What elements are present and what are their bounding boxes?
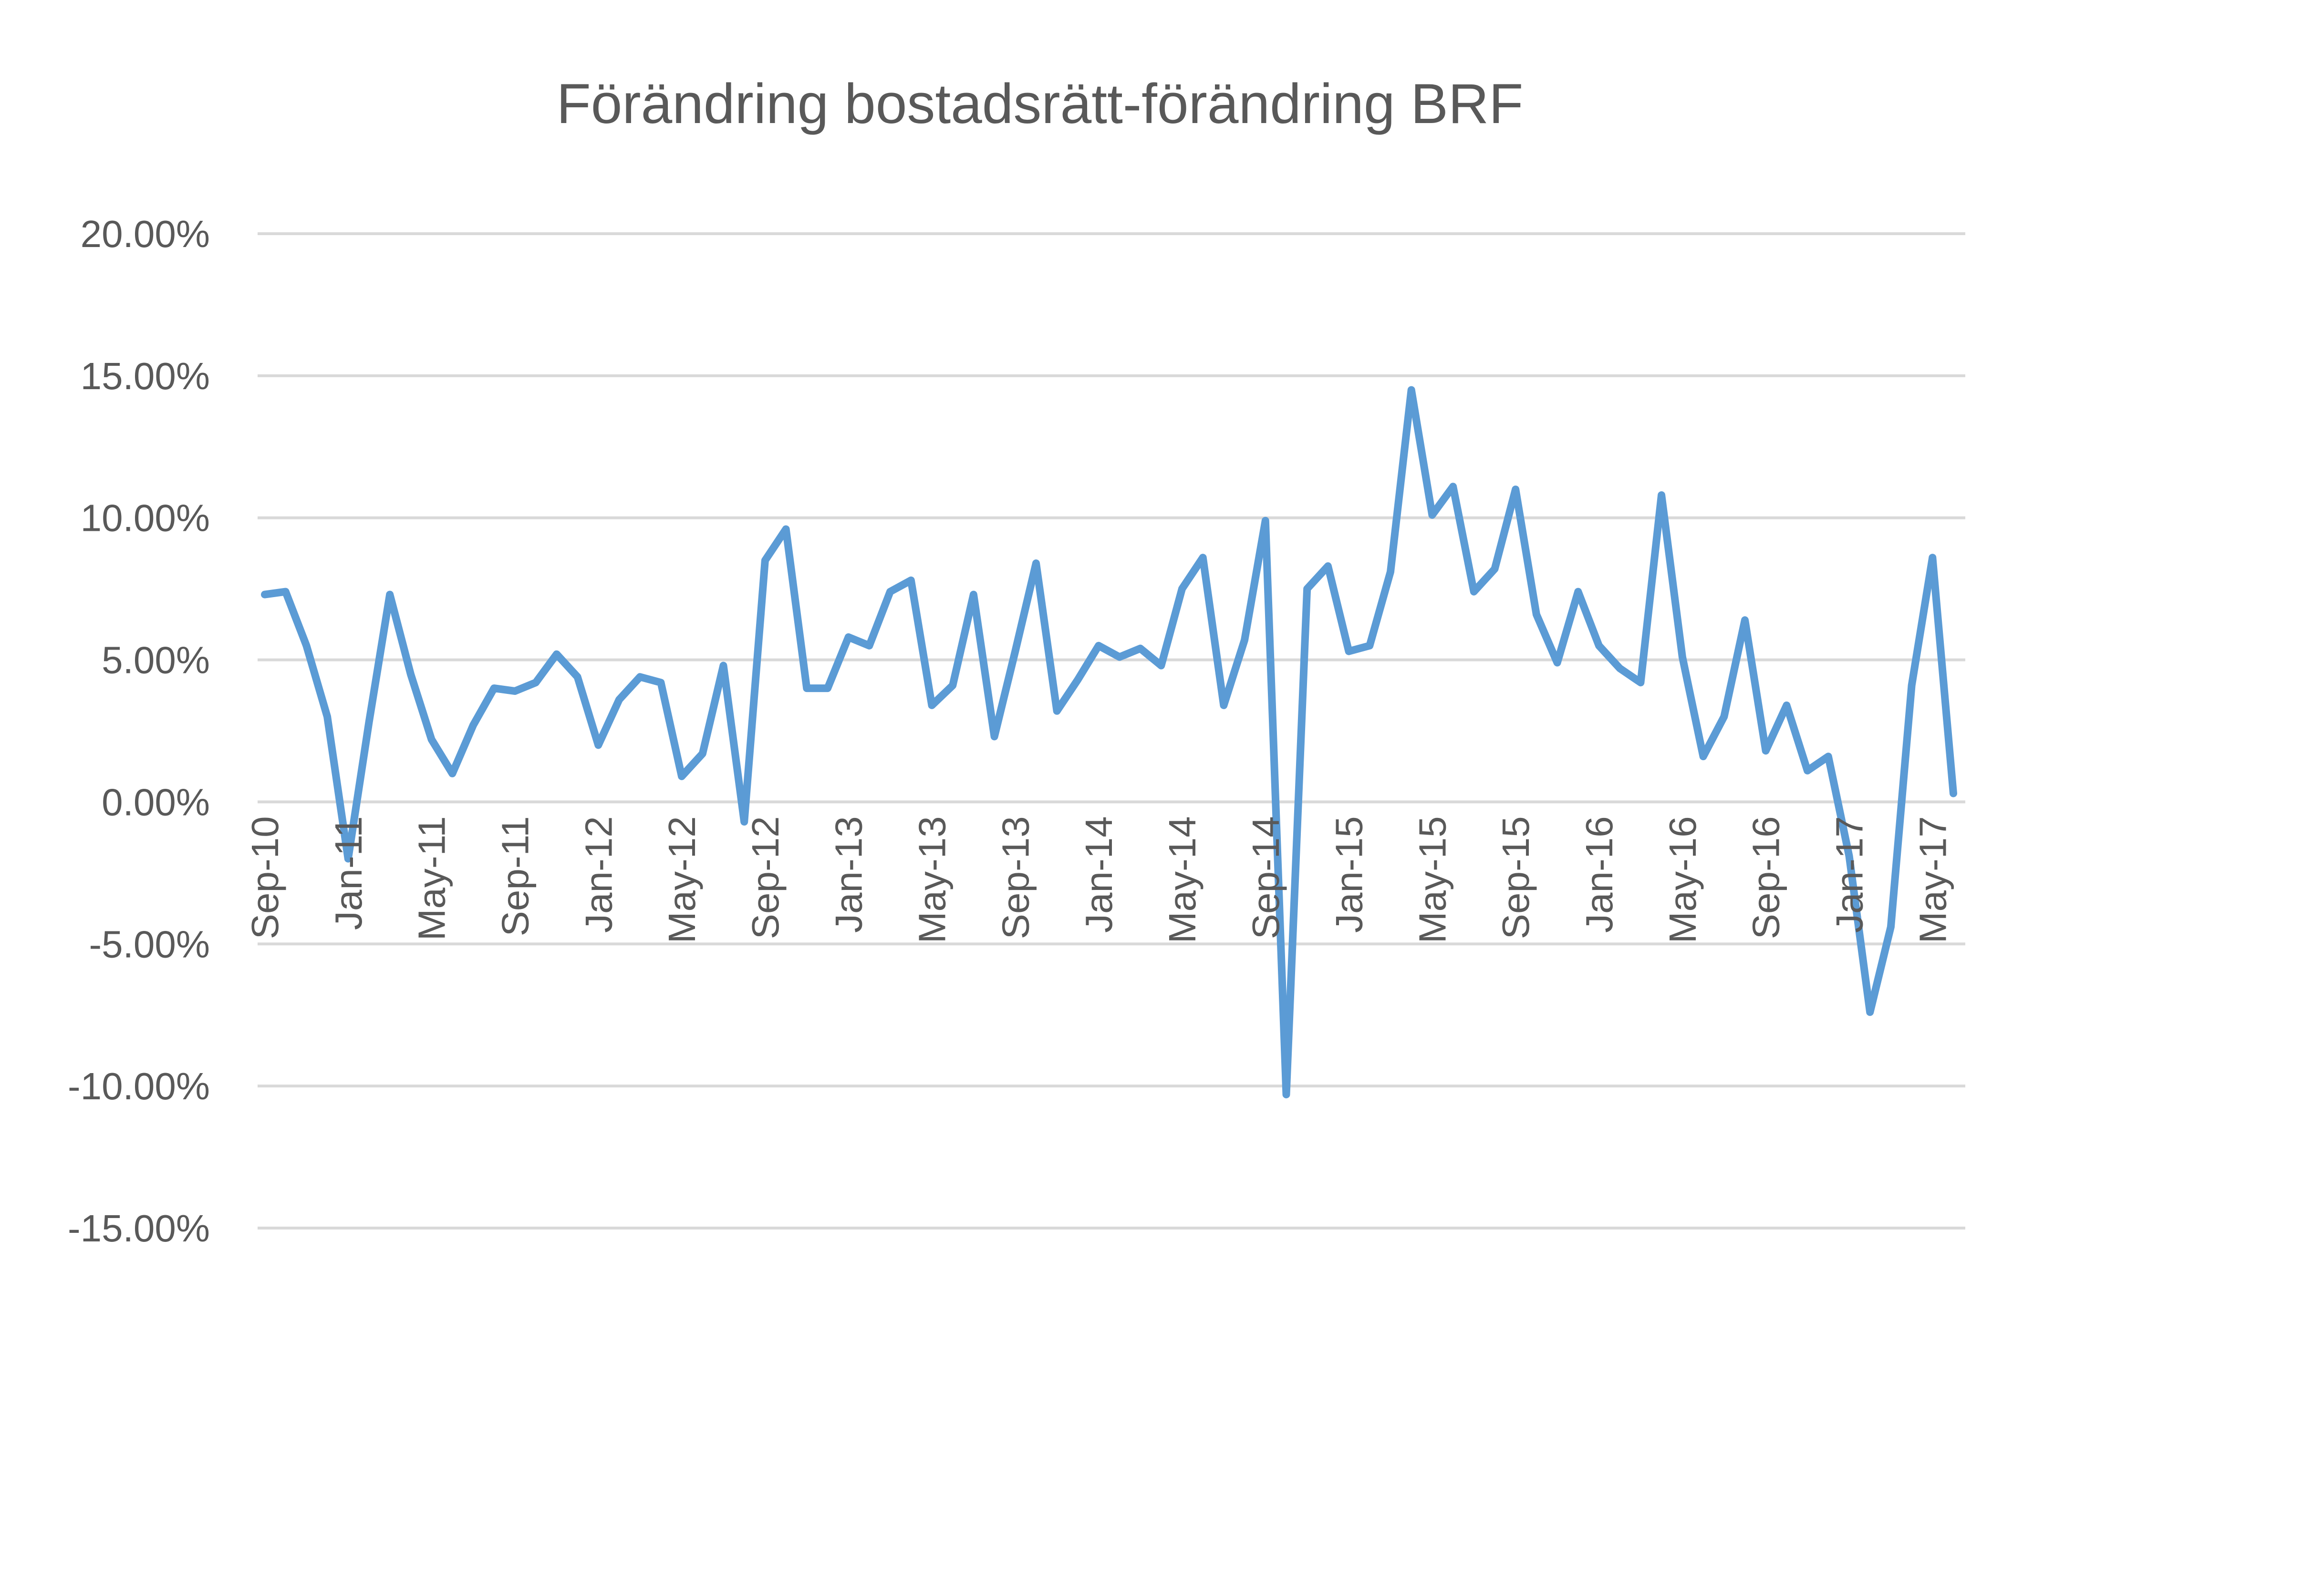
y-tick-label: -5.00% (89, 923, 210, 965)
x-tick-label: Sep-11 (494, 816, 536, 936)
y-tick-label: 10.00% (81, 497, 210, 539)
x-tick-label: May-12 (661, 816, 703, 943)
x-tick-label: Sep-14 (1245, 816, 1287, 939)
y-tick-label: 0.00% (102, 781, 210, 823)
x-tick-label: May-17 (1911, 816, 1954, 943)
series-line-layer (261, 386, 1957, 1098)
x-tick-label: May-15 (1411, 816, 1453, 943)
x-tick-label: Jan-14 (1078, 816, 1120, 933)
x-tick-label: May-11 (411, 816, 453, 940)
x-tick-label: Jan-13 (828, 816, 870, 933)
x-tick-label: Sep-15 (1494, 816, 1537, 939)
x-tick-label: May-16 (1661, 816, 1704, 943)
y-tick-label: 5.00% (102, 639, 210, 682)
x-tick-label: Sep-10 (244, 816, 286, 939)
x-tick-label: Sep-12 (744, 816, 787, 939)
x-tick-label: May-13 (911, 816, 954, 943)
y-tick-label: 15.00% (81, 355, 210, 397)
y-tick-label: -15.00% (68, 1207, 210, 1250)
x-tick-label: Jan-16 (1578, 816, 1620, 933)
x-tick-label: May-14 (1161, 816, 1204, 943)
gridlines (258, 232, 1965, 1229)
y-axis-tick-labels: 20.00% 15.00% 10.00% 5.00% 0.00% -5.00% -10.00… (68, 213, 210, 1250)
x-tick-label: Sep-16 (1745, 816, 1787, 939)
x-tick-label: Jan-12 (577, 816, 620, 933)
x-tick-label: Jan-17 (1828, 816, 1871, 933)
x-tick-label: Jan-11 (327, 816, 370, 930)
y-tick-label: 20.00% (81, 213, 210, 255)
x-tick-label: Sep-13 (994, 816, 1037, 939)
x-tick-label: Jan-15 (1328, 816, 1370, 933)
y-tick-label: -10.00% (68, 1065, 210, 1107)
chart-title: Förändring bostadsrätt-förändring BRF (556, 72, 1524, 135)
series-line (261, 386, 1957, 1098)
x-axis-tick-labels: Sep-10 Jan-11 May-11 Sep-11 Jan-12 May-12 Sep-… (244, 816, 1954, 943)
